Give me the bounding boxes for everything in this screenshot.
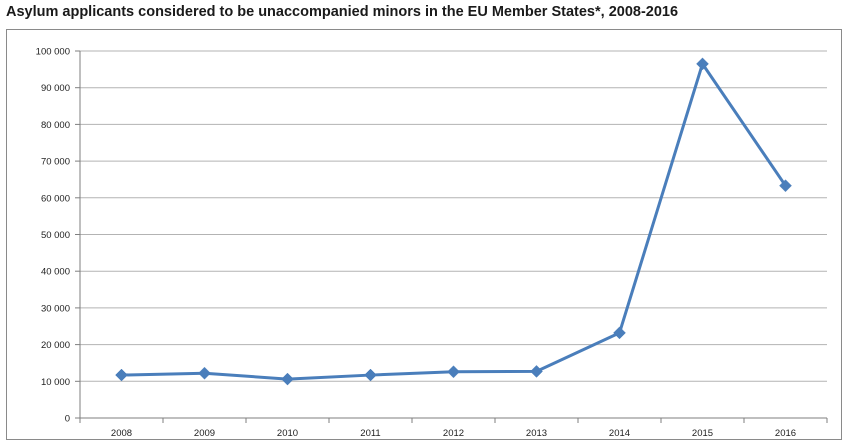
data-point-marker bbox=[779, 179, 792, 193]
series-line bbox=[121, 62, 787, 381]
x-tick-label: 2009 bbox=[194, 428, 215, 439]
y-tick-label: 40 000 bbox=[41, 267, 70, 278]
y-tick-label: 70 000 bbox=[41, 157, 70, 168]
data-point-marker bbox=[364, 368, 377, 382]
y-tick-label: 50 000 bbox=[41, 230, 70, 241]
data-point-marker bbox=[696, 57, 709, 71]
data-point-marker bbox=[281, 372, 294, 386]
data-point-marker bbox=[613, 326, 626, 340]
x-tick-labels: 2008 2009 2010 2011 2012 2013 2014 2015 2016 bbox=[111, 428, 796, 439]
gridlines bbox=[80, 50, 827, 382]
x-tick-label: 2014 bbox=[609, 428, 630, 439]
x-tick-label: 2008 bbox=[111, 428, 132, 439]
series-group bbox=[115, 57, 792, 386]
x-tick-label: 2015 bbox=[692, 428, 713, 439]
data-point-marker bbox=[530, 365, 543, 378]
y-tick-label: 90 000 bbox=[41, 83, 70, 94]
x-tick-label: 2016 bbox=[775, 428, 796, 439]
x-tick-label: 2011 bbox=[360, 428, 380, 439]
y-tick-label: 60 000 bbox=[41, 193, 70, 204]
data-point-marker bbox=[447, 365, 460, 379]
x-tick-label: 2012 bbox=[443, 428, 464, 439]
y-tick-labels: 0 10 000 20 000 30 000 40 000 50 000 60 000 70 … bbox=[36, 47, 70, 425]
y-tick-label: 0 bbox=[65, 414, 70, 425]
axes bbox=[75, 50, 828, 423]
y-tick-label: 100 000 bbox=[36, 47, 70, 58]
data-point-marker bbox=[198, 366, 211, 380]
y-tick-label: 10 000 bbox=[41, 377, 70, 388]
x-tick-label: 2010 bbox=[277, 428, 298, 439]
y-tick-label: 20 000 bbox=[41, 340, 70, 351]
y-tick-label: 30 000 bbox=[41, 303, 70, 314]
chart-title: Asylum applicants considered to be unacc… bbox=[6, 4, 679, 20]
x-tick-label: 2013 bbox=[526, 428, 547, 439]
data-point-marker bbox=[115, 368, 128, 382]
y-tick-label: 80 000 bbox=[41, 120, 70, 131]
